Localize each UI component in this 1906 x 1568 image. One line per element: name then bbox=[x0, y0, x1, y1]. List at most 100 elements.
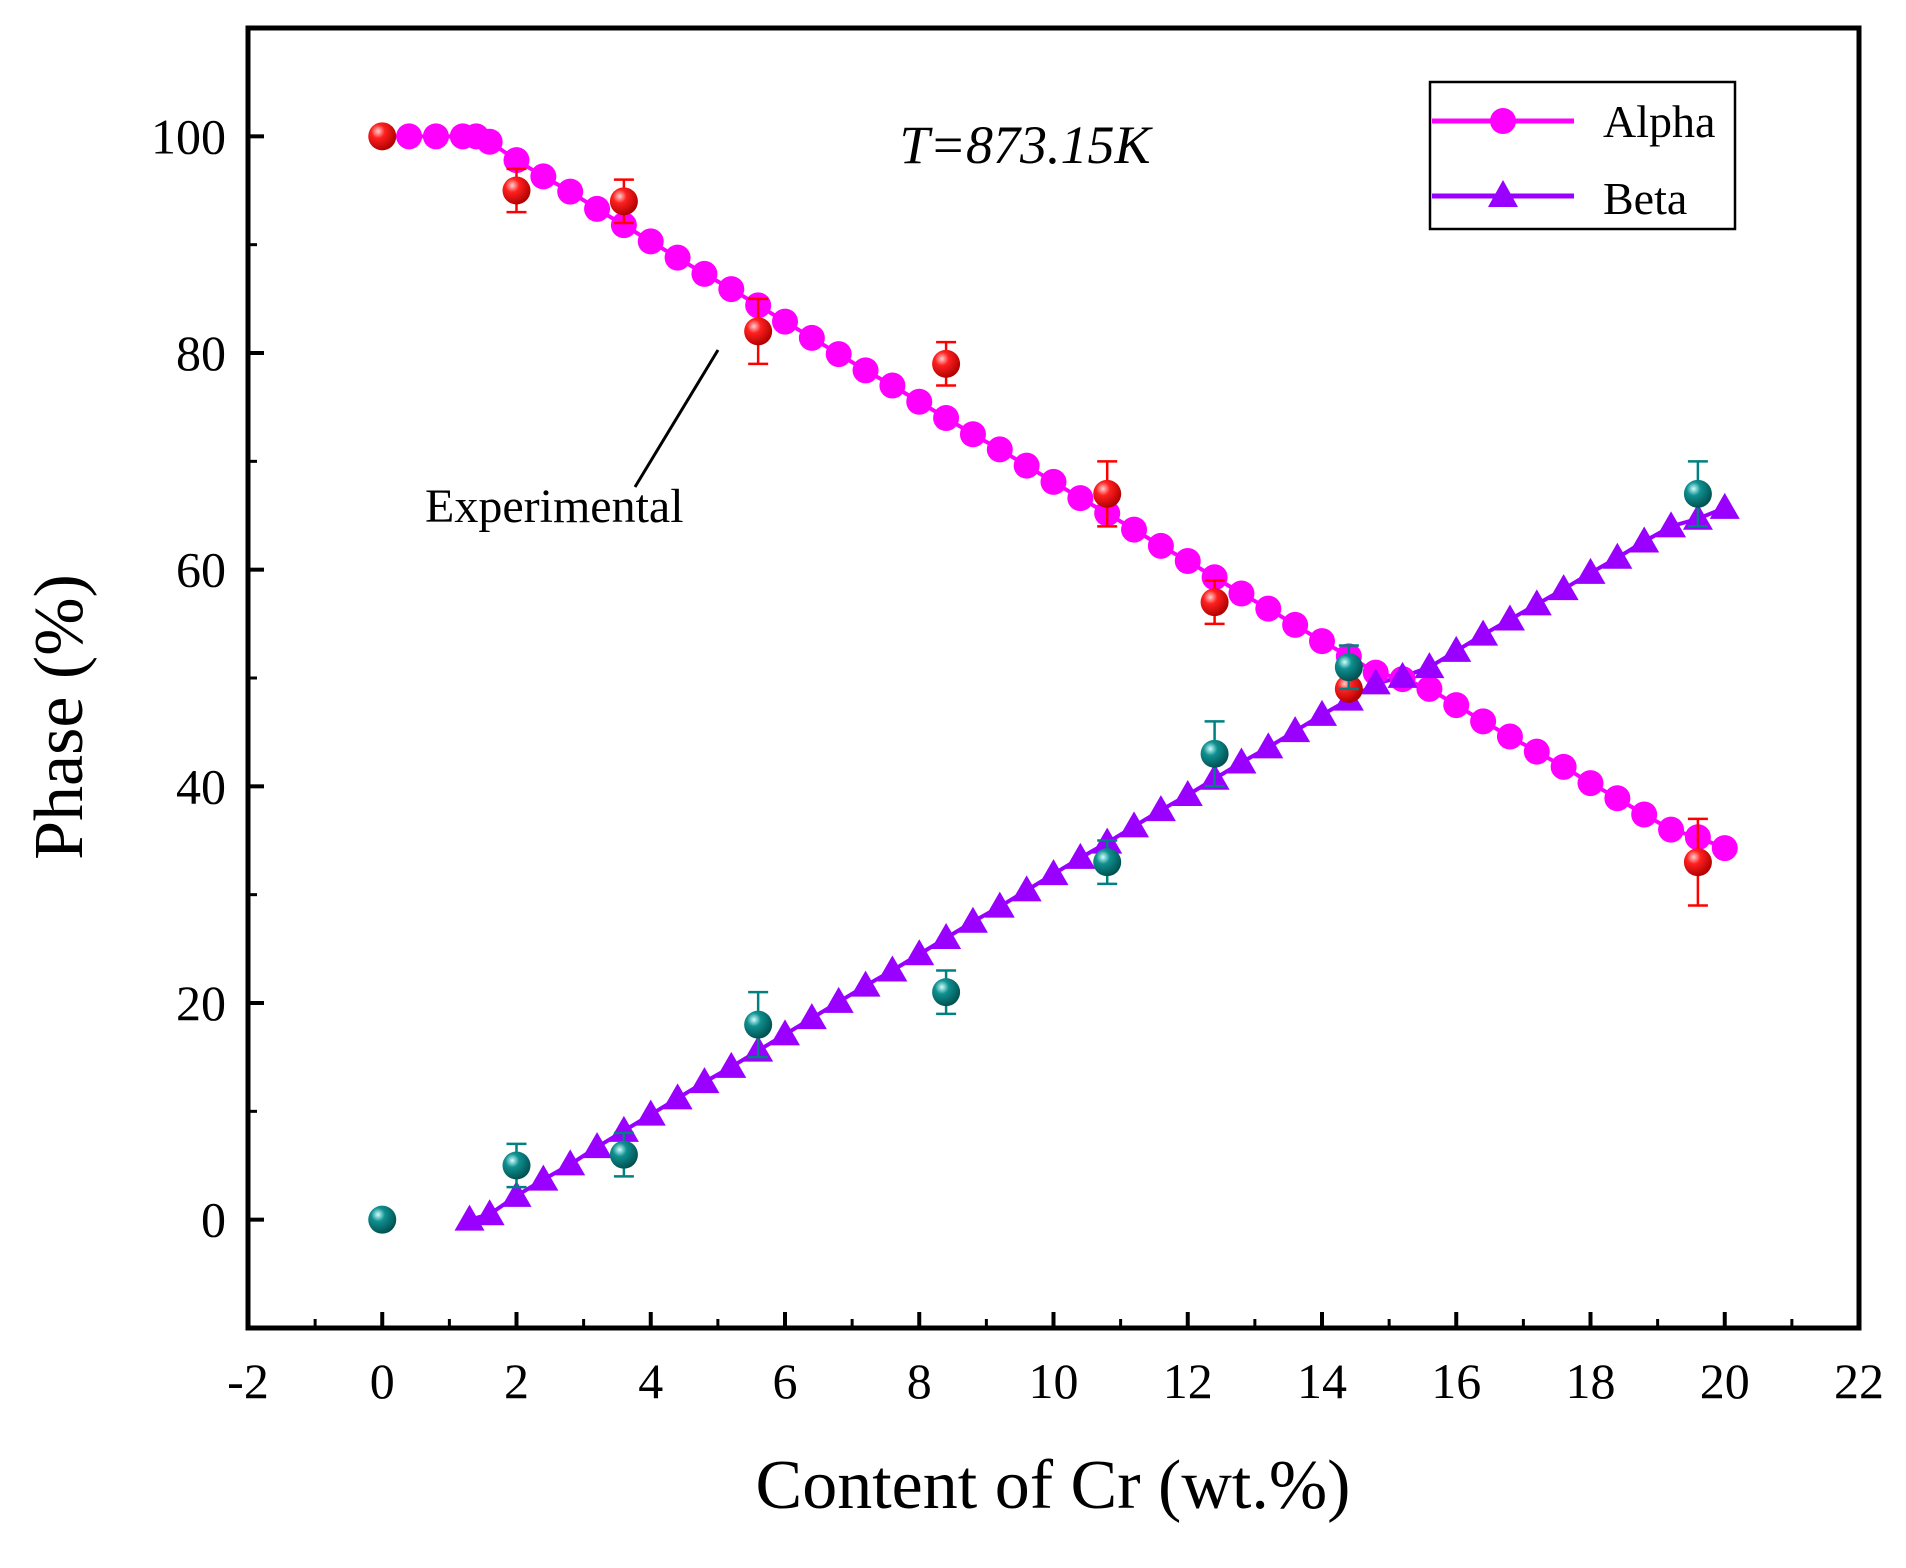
beta-point bbox=[1307, 699, 1337, 726]
y-tick-label: 0 bbox=[201, 1192, 226, 1248]
exp-beta-point bbox=[368, 1205, 397, 1234]
alpha-point bbox=[1550, 753, 1577, 780]
beta-point bbox=[1709, 492, 1740, 519]
alpha-point bbox=[1523, 738, 1550, 765]
beta-point bbox=[1387, 661, 1418, 688]
temperature-annotation: T=873.15K bbox=[900, 115, 1154, 175]
series-layer bbox=[369, 123, 1740, 1231]
x-tick-label: 10 bbox=[1029, 1353, 1079, 1409]
alpha-point bbox=[1309, 628, 1335, 655]
experimental-layer bbox=[368, 122, 1712, 1234]
beta-point bbox=[823, 986, 854, 1013]
exp-beta-point bbox=[1093, 848, 1122, 877]
alpha-point bbox=[1496, 723, 1523, 750]
exp-alpha-point bbox=[368, 122, 397, 151]
beta-point bbox=[1575, 557, 1606, 584]
alpha-point bbox=[959, 421, 986, 448]
alpha-point bbox=[557, 178, 584, 205]
beta-point bbox=[635, 1099, 666, 1126]
beta-point bbox=[501, 1180, 532, 1207]
alpha-point bbox=[1631, 801, 1658, 828]
alpha-point bbox=[637, 228, 664, 255]
axes-layer: -2 0 2 4 6 8 10 12 14 16 18 20 22 0 20 40 60 80 100 bbox=[151, 108, 1884, 1409]
alpha-point bbox=[906, 388, 933, 415]
beta-point bbox=[1629, 526, 1660, 553]
y-axis-title: Phase (%) bbox=[21, 574, 98, 860]
x-tick-label: 0 bbox=[370, 1353, 395, 1409]
beta-point bbox=[850, 970, 881, 997]
x-axis-title: Content of Cr (wt.%) bbox=[756, 1447, 1351, 1524]
beta-point bbox=[1226, 747, 1257, 774]
beta-point bbox=[1172, 780, 1203, 806]
experimental-callout-label: Experimental bbox=[425, 480, 684, 533]
beta-point bbox=[877, 955, 908, 982]
beta-point bbox=[1602, 542, 1633, 569]
exp-alpha-point bbox=[609, 187, 638, 216]
beta-point bbox=[1521, 589, 1552, 616]
x-tick-label: 20 bbox=[1700, 1353, 1750, 1409]
exp-alpha-point bbox=[1093, 479, 1122, 508]
alpha-point bbox=[1470, 708, 1497, 735]
beta-point bbox=[1145, 795, 1176, 822]
y-tick-label: 100 bbox=[151, 108, 226, 164]
beta-point bbox=[1038, 859, 1069, 886]
exp-alpha-point bbox=[502, 176, 531, 205]
x-tick-label: 16 bbox=[1431, 1353, 1481, 1409]
exp-beta-point bbox=[502, 1151, 531, 1180]
exp-beta-point bbox=[932, 978, 961, 1007]
beta-point bbox=[770, 1019, 800, 1046]
alpha-point bbox=[476, 128, 503, 155]
beta-point bbox=[608, 1115, 639, 1142]
alpha-point bbox=[1416, 675, 1443, 702]
alpha-line bbox=[382, 134, 1726, 850]
beta-point bbox=[1468, 619, 1499, 646]
exp-beta-point bbox=[609, 1140, 638, 1169]
experimental-callout-line bbox=[633, 349, 720, 488]
x-tick-label: 2 bbox=[504, 1353, 529, 1409]
alpha-point bbox=[1067, 485, 1094, 512]
beta-point bbox=[1280, 716, 1311, 743]
x-tick-label: 14 bbox=[1297, 1353, 1347, 1409]
exp-alpha-point bbox=[744, 317, 773, 346]
x-tick-label: 4 bbox=[638, 1353, 663, 1409]
x-tick-label: 8 bbox=[907, 1353, 932, 1409]
beta-point bbox=[582, 1132, 613, 1159]
plot-frame bbox=[245, 25, 1862, 1331]
beta-point bbox=[1119, 811, 1150, 838]
x-tick-label: 6 bbox=[773, 1353, 798, 1409]
alpha-point bbox=[691, 260, 718, 287]
alpha-point bbox=[664, 244, 691, 271]
y-tick-label: 80 bbox=[176, 325, 226, 381]
alpha-point bbox=[1174, 548, 1201, 574]
exp-beta-point bbox=[1200, 739, 1229, 768]
beta-point bbox=[1253, 732, 1284, 759]
alpha-point bbox=[879, 372, 906, 399]
alpha-point bbox=[986, 436, 1013, 463]
alpha-point bbox=[1201, 564, 1228, 591]
x-tick-label: 18 bbox=[1566, 1353, 1616, 1409]
alpha-point bbox=[1013, 452, 1040, 479]
beta-point bbox=[957, 906, 988, 933]
exp-beta-point bbox=[1334, 653, 1363, 682]
alpha-point bbox=[503, 147, 530, 174]
beta-point bbox=[931, 923, 962, 949]
beta-point bbox=[716, 1051, 747, 1078]
beta-point bbox=[984, 891, 1015, 918]
beta-point bbox=[1360, 668, 1391, 695]
legend-beta-marker bbox=[1488, 180, 1518, 207]
alpha-point bbox=[530, 163, 557, 190]
beta-point bbox=[555, 1149, 586, 1176]
y-tick-label: 60 bbox=[176, 542, 226, 598]
x-tick-label: 22 bbox=[1834, 1353, 1884, 1409]
legend-alpha-marker bbox=[1490, 108, 1516, 134]
beta-point bbox=[1414, 652, 1445, 679]
alpha-point bbox=[1228, 580, 1255, 607]
beta-point bbox=[1065, 842, 1096, 869]
beta-point bbox=[1656, 511, 1687, 538]
y-tick-label: 20 bbox=[176, 975, 226, 1031]
alpha-point bbox=[798, 324, 825, 351]
exp-beta-point bbox=[744, 1010, 773, 1039]
x-tick-label: 12 bbox=[1163, 1353, 1213, 1409]
beta-point bbox=[796, 1003, 827, 1030]
